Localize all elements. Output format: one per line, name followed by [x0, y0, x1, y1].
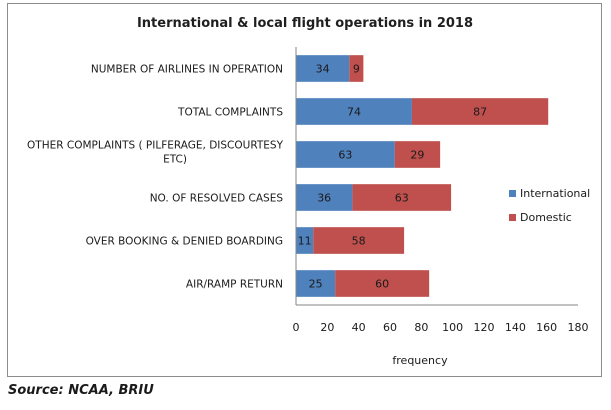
data-label: 58: [352, 235, 366, 248]
data-label: 63: [338, 149, 352, 162]
x-axis-label: frequency: [392, 354, 448, 367]
bar-domestic: [411, 98, 549, 125]
x-tick-label: 80: [414, 321, 428, 334]
bar-international: [296, 55, 350, 82]
bar-international: [296, 141, 395, 168]
data-label: 11: [298, 235, 312, 248]
bar-domestic: [352, 184, 452, 211]
category-label: OVER BOOKING & DENIED BOARDING: [86, 236, 283, 248]
x-tick-labels: 0 20 40 60 80 100 120 140 160 180: [293, 321, 589, 334]
category-label: OTHER COMPLAINTS ( PILFERAGE, DISCOURTES…: [27, 140, 284, 152]
bar-domestic: [313, 227, 405, 254]
legend-label-domestic: Domestic: [520, 211, 572, 224]
category-label: AIR/RAMP RETURN: [186, 279, 283, 291]
x-tick-label: 40: [352, 321, 366, 334]
bar-international: [296, 184, 353, 211]
data-label: 34: [316, 63, 330, 76]
x-tick-label: 100: [442, 321, 463, 334]
category-label: NO. OF RESOLVED CASES: [150, 193, 284, 205]
legend-swatch-international: [509, 190, 516, 197]
bar-domestic: [394, 141, 441, 168]
chart-title: International & local flight operations …: [137, 16, 473, 31]
legend: International Domestic: [509, 187, 590, 224]
source-note: Source: NCAA, BRIU: [8, 383, 154, 398]
x-tick-label: 180: [568, 321, 589, 334]
data-label: 60: [375, 278, 389, 291]
x-tick-label: 140: [505, 321, 526, 334]
data-label: 25: [309, 278, 323, 291]
bars: [296, 55, 549, 297]
data-label: 74: [347, 106, 361, 119]
bar-domestic: [335, 270, 430, 297]
category-label: ETC): [163, 154, 187, 166]
legend-swatch-domestic: [509, 214, 516, 221]
x-tick-label: 60: [383, 321, 397, 334]
bar-international: [296, 227, 314, 254]
x-tick-label: 20: [320, 321, 334, 334]
x-tick-label: 160: [536, 321, 557, 334]
data-label: 36: [317, 192, 331, 205]
data-labels: 34 9 74 87 63 29 36 63 11 58 25 60: [298, 63, 487, 291]
category-label: NUMBER OF AIRLINES IN OPERATION: [91, 64, 283, 76]
bar-domestic: [349, 55, 364, 82]
category-label: TOTAL COMPLAINTS: [177, 107, 283, 119]
legend-label-international: International: [520, 187, 590, 200]
data-label: 9: [353, 63, 360, 76]
data-label: 29: [410, 149, 424, 162]
x-tick-label: 0: [293, 321, 300, 334]
bar-international: [296, 98, 412, 125]
x-tick-label: 120: [474, 321, 495, 334]
data-label: 63: [395, 192, 409, 205]
bar-international: [296, 270, 336, 297]
data-label: 87: [473, 106, 487, 119]
category-labels: NUMBER OF AIRLINES IN OPERATION TOTAL COM…: [27, 64, 284, 291]
